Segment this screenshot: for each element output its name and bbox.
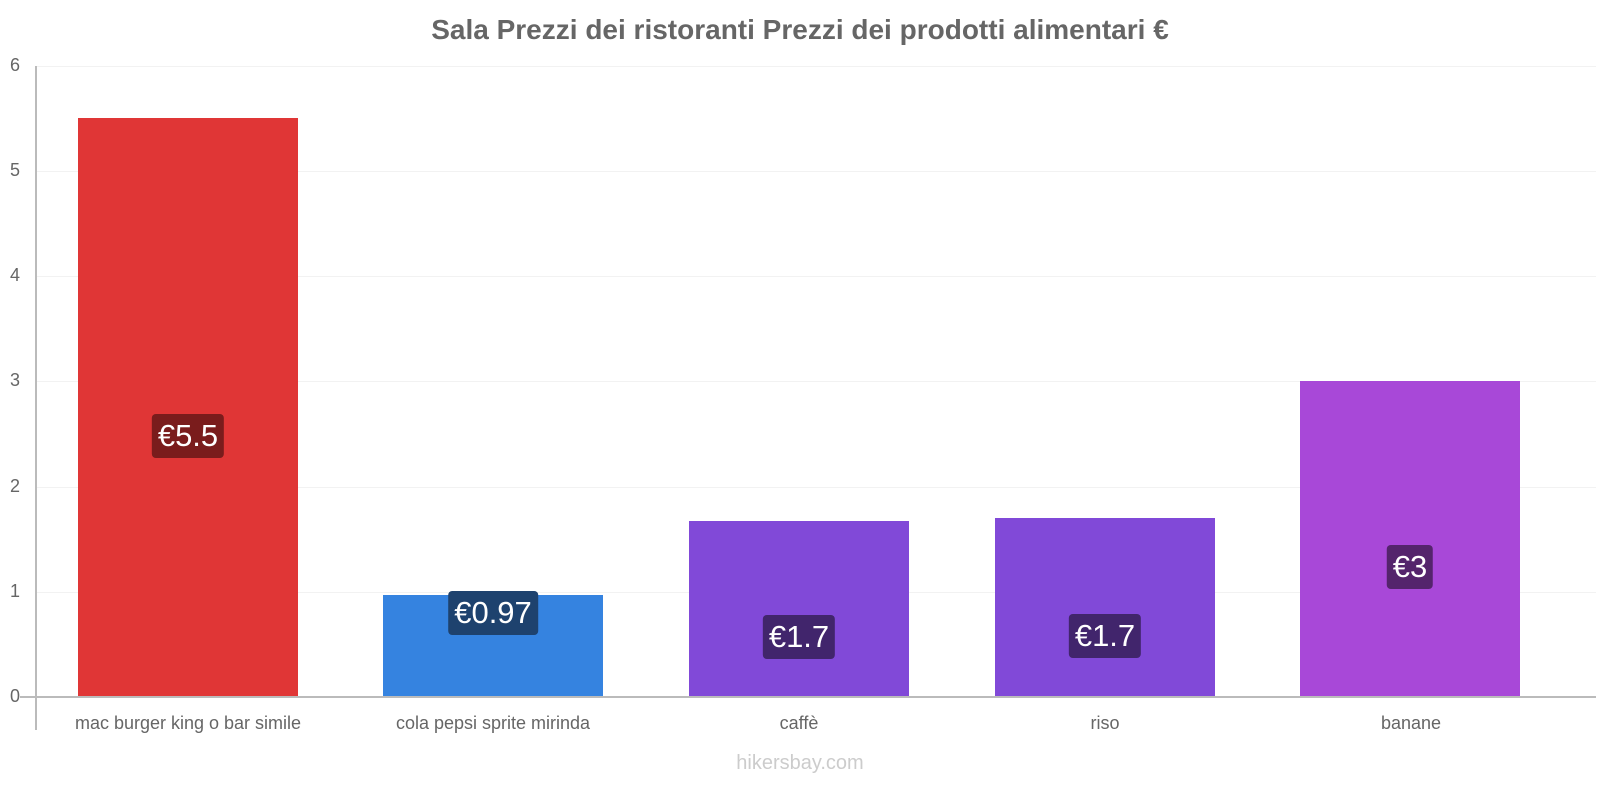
- y-tick-label: 2: [9, 476, 20, 496]
- y-axis-line: [35, 66, 37, 730]
- gridline-2: [36, 487, 1596, 488]
- x-axis-line: [20, 696, 1596, 698]
- bar: [995, 518, 1215, 697]
- x-tick-label: cola pepsi sprite mirinda: [395, 713, 591, 733]
- x-tick-label: mac burger king o bar simile: [74, 713, 302, 733]
- gridline-6: [36, 66, 1596, 67]
- bar-value-label: €1.7: [1068, 613, 1142, 658]
- bar-value-label: €3: [1386, 545, 1434, 590]
- x-tick-label: caffè: [779, 713, 819, 733]
- bar: [1300, 381, 1520, 697]
- y-tick-label: 6: [9, 55, 20, 75]
- bar: [689, 521, 909, 697]
- y-tick-label: 5: [9, 160, 20, 180]
- bar-value-label: €5.5: [151, 413, 225, 458]
- source-watermark: hikersbay.com: [736, 752, 864, 774]
- bar-value-label: €0.97: [448, 590, 538, 635]
- gridline-3: [36, 381, 1596, 382]
- x-tick-label: banane: [1380, 713, 1442, 733]
- bar: [78, 118, 298, 697]
- y-tick-label: 1: [9, 581, 20, 601]
- x-tick-label: riso: [1090, 713, 1120, 733]
- y-tick-label: 3: [9, 370, 20, 390]
- gridline-5: [36, 171, 1596, 172]
- y-tick-label: 4: [9, 265, 20, 285]
- bar-value-label: €1.7: [762, 615, 836, 660]
- chart-title: Sala Prezzi dei ristoranti Prezzi dei pr…: [431, 14, 1169, 45]
- y-tick-label: 0: [9, 686, 20, 706]
- gridline-4: [36, 276, 1596, 277]
